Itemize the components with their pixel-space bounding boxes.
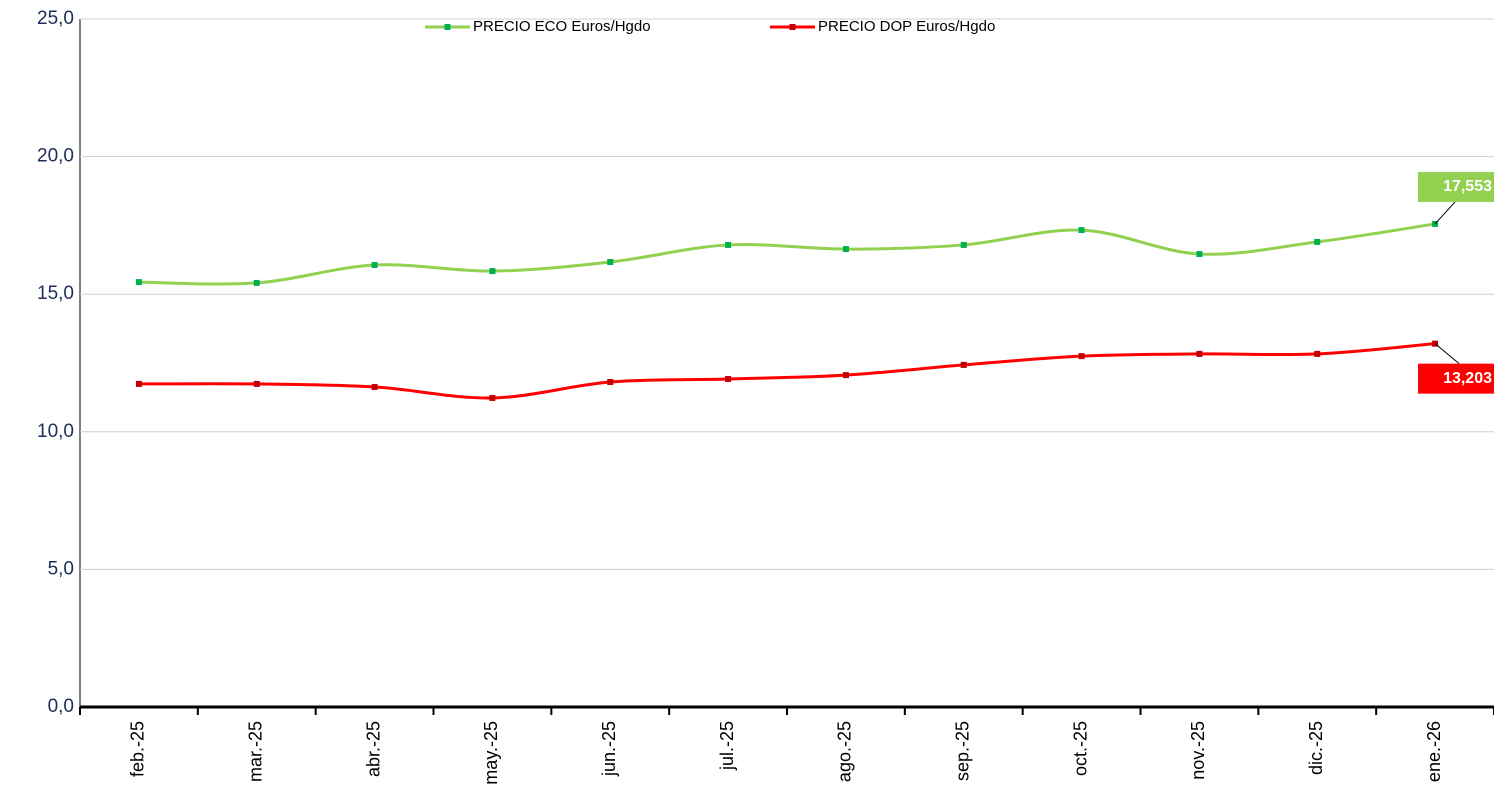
data-label: 13,203	[1443, 370, 1492, 387]
label-leader	[1434, 343, 1460, 365]
point-marker	[607, 259, 614, 266]
label-box	[1418, 363, 1494, 394]
point-marker	[960, 361, 967, 368]
x-tick-label: feb.-25	[128, 721, 148, 777]
point-marker	[1314, 238, 1321, 245]
point-marker	[135, 380, 142, 387]
point-marker	[1314, 350, 1321, 357]
x-tick-label: abr.-25	[363, 721, 383, 777]
y-tick-label: 15,0	[37, 283, 74, 304]
point-marker	[1078, 353, 1085, 360]
point-marker	[842, 372, 849, 379]
y-tick-label: 20,0	[37, 146, 74, 167]
legend-marker	[444, 24, 451, 30]
x-tick-label: nov.-25	[1188, 721, 1208, 780]
point-marker	[725, 241, 732, 248]
x-tick-label: may.-25	[481, 721, 501, 785]
y-tick-label: 10,0	[37, 421, 74, 442]
point-marker	[607, 378, 614, 385]
point-marker	[371, 262, 378, 269]
legend-label: PRECIO ECO Euros/Hgdo	[473, 18, 651, 35]
x-tick-label: sep.-25	[953, 721, 973, 781]
y-tick-label: 0,0	[48, 696, 74, 717]
x-tick-label: dic.-25	[1306, 721, 1326, 775]
point-marker	[371, 383, 378, 390]
x-tick-label: jun.-25	[599, 721, 619, 777]
label-box	[1418, 171, 1494, 202]
x-tick-label: mar.-25	[246, 721, 266, 782]
point-marker	[1078, 227, 1085, 234]
y-tick-label: 25,0	[37, 8, 74, 29]
legend-label: PRECIO DOP Euros/Hgdo	[818, 18, 995, 35]
x-tick-label: ago.-25	[835, 721, 855, 782]
point-marker	[960, 241, 967, 248]
label-leader	[1434, 201, 1456, 225]
point-marker	[842, 246, 849, 253]
x-tick-label: jul.-25	[717, 721, 737, 771]
x-tick-label: oct.-25	[1070, 721, 1090, 776]
point-marker	[1196, 350, 1203, 357]
point-marker	[725, 375, 732, 382]
point-marker	[489, 268, 496, 275]
point-marker	[1196, 251, 1203, 258]
data-label: 17,553	[1443, 178, 1492, 195]
series-line	[138, 342, 1436, 400]
legend-marker	[789, 24, 796, 30]
point-marker	[253, 380, 260, 387]
y-tick-label: 5,0	[48, 558, 74, 579]
point-marker	[253, 279, 260, 286]
point-marker	[135, 279, 142, 286]
x-tick-label: ene.-26	[1424, 721, 1444, 782]
series-line	[138, 222, 1436, 286]
point-marker	[489, 394, 496, 401]
